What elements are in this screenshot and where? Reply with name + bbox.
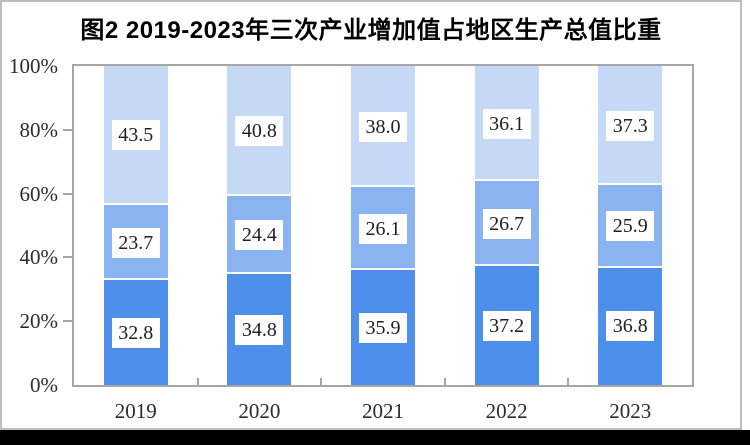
data-label: 36.1 [482,108,531,139]
data-label: 38.0 [359,111,407,142]
figure-panel: 图2 2019-2023年三次产业增加值占地区生产总值比重 0% 20% 40% 60… [0,0,742,430]
chart-title: 图2 2019-2023年三次产业增加值占地区生产总值比重 [80,17,662,44]
y-axis-label: 80% [19,117,59,142]
x-axis-label: 2020 [238,399,281,423]
data-label: 37.3 [606,110,655,141]
x-axis-tick [196,378,199,385]
data-label: 23.7 [111,227,160,258]
data-label: 34.8 [235,314,284,345]
data-label: 36.8 [606,311,655,342]
y-axis-tick [63,320,72,323]
data-label: 40.8 [235,116,284,147]
x-axis-label: 2023 [609,399,652,423]
plot-frame: 32.8 23.7 43.5 34.8 24.4 40.8 35.9 26.1 38.0 37.2… [72,64,694,387]
x-axis-tick [567,378,570,385]
x-axis-label: 2022 [485,399,528,423]
data-label: 32.8 [111,317,160,348]
bottom-black-strip [0,430,750,445]
y-axis-label: 20% [19,309,59,334]
data-label: 25.9 [606,211,655,242]
y-axis-label: 60% [19,181,59,206]
data-label: 26.1 [359,213,407,244]
y-axis-label: 0% [30,373,58,397]
x-axis-label: 2021 [362,399,404,423]
x-axis-label: 2019 [114,399,157,423]
y-axis-tick [63,256,72,259]
x-axis-tick [320,378,323,385]
x-axis-tick [443,378,446,385]
data-label: 26.7 [482,208,531,239]
y-axis-label: 40% [19,245,59,270]
data-label: 35.9 [359,312,407,343]
y-axis-tick [63,128,72,131]
y-axis-label: 100% [9,54,58,78]
data-label: 37.2 [482,310,531,341]
data-label: 43.5 [111,120,160,151]
y-axis-tick [63,192,72,195]
data-label: 24.4 [235,220,284,251]
